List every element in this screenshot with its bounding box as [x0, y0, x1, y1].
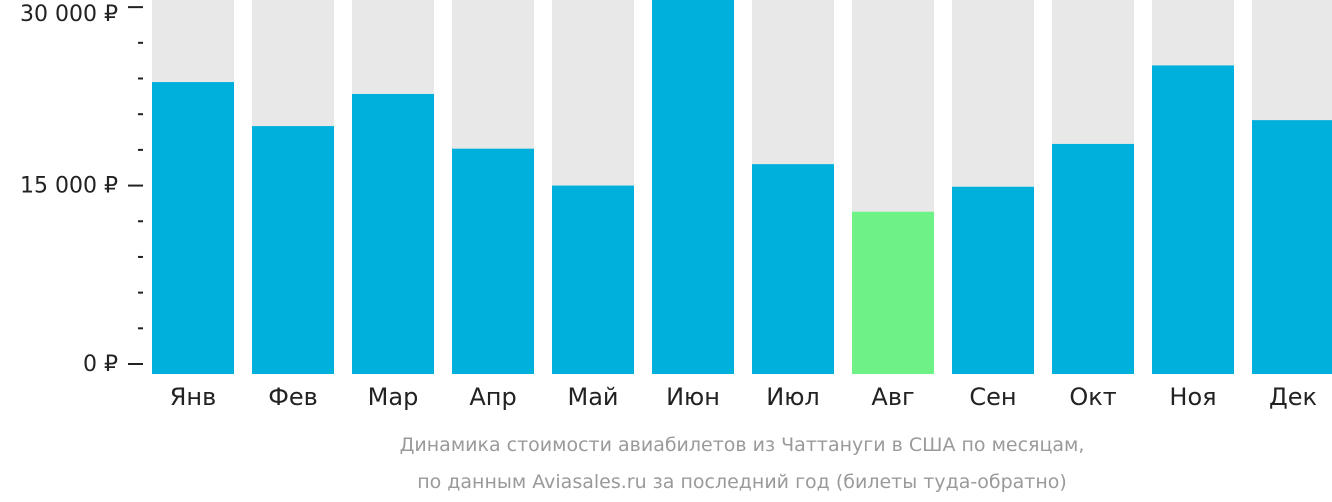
- x-tick-label-8: Авг: [871, 383, 914, 411]
- bar-7[interactable]: [752, 164, 834, 374]
- x-tick-label-7: Июл: [766, 383, 820, 411]
- x-axis: Янв Фев Мар Апр Май Июн Июл Авг Сен Окт Ноя Дек: [170, 383, 1317, 411]
- y-tick-label-2: 15 000 ₽: [20, 174, 118, 199]
- bar-3[interactable]: [352, 93, 434, 375]
- y-tick-label-1: 0 ₽: [83, 352, 118, 377]
- x-tick-label-4: Апр: [469, 383, 516, 411]
- y-tick-label-3: 30 000 ₽: [20, 2, 118, 27]
- x-tick-label-11: Ноя: [1169, 383, 1216, 411]
- chart-caption: Динамика стоимости авиабилетов из Чаттан…: [400, 434, 1085, 493]
- bar-12[interactable]: [1252, 120, 1332, 374]
- bar-2[interactable]: [252, 126, 334, 374]
- x-tick-label-6: Июн: [666, 383, 720, 411]
- x-tick-label-2: Фев: [268, 383, 318, 411]
- data-bars: [152, 0, 1332, 375]
- x-tick-label-1: Янв: [170, 383, 217, 411]
- x-tick-label-12: Дек: [1269, 383, 1317, 411]
- bar-1[interactable]: [152, 82, 234, 374]
- bar-8[interactable]: [852, 211, 934, 374]
- x-tick-label-10: Окт: [1069, 383, 1116, 411]
- x-tick-label-9: Сен: [969, 383, 1016, 411]
- bar-6[interactable]: [652, 0, 734, 374]
- caption-line-2: по данным Aviasales.ru за последний год …: [417, 471, 1067, 493]
- caption-line-1: Динамика стоимости авиабилетов из Чаттан…: [400, 434, 1085, 456]
- bar-11[interactable]: [1152, 65, 1234, 374]
- bar-4[interactable]: [452, 148, 534, 374]
- bar-10[interactable]: [1052, 143, 1134, 374]
- y-axis: 0 ₽ 15 000 ₽ 30 000 ₽: [20, 2, 143, 377]
- bar-5[interactable]: [552, 185, 634, 374]
- x-tick-label-3: Мар: [368, 383, 419, 411]
- bar-9[interactable]: [952, 186, 1034, 374]
- x-tick-label-5: Май: [567, 383, 618, 411]
